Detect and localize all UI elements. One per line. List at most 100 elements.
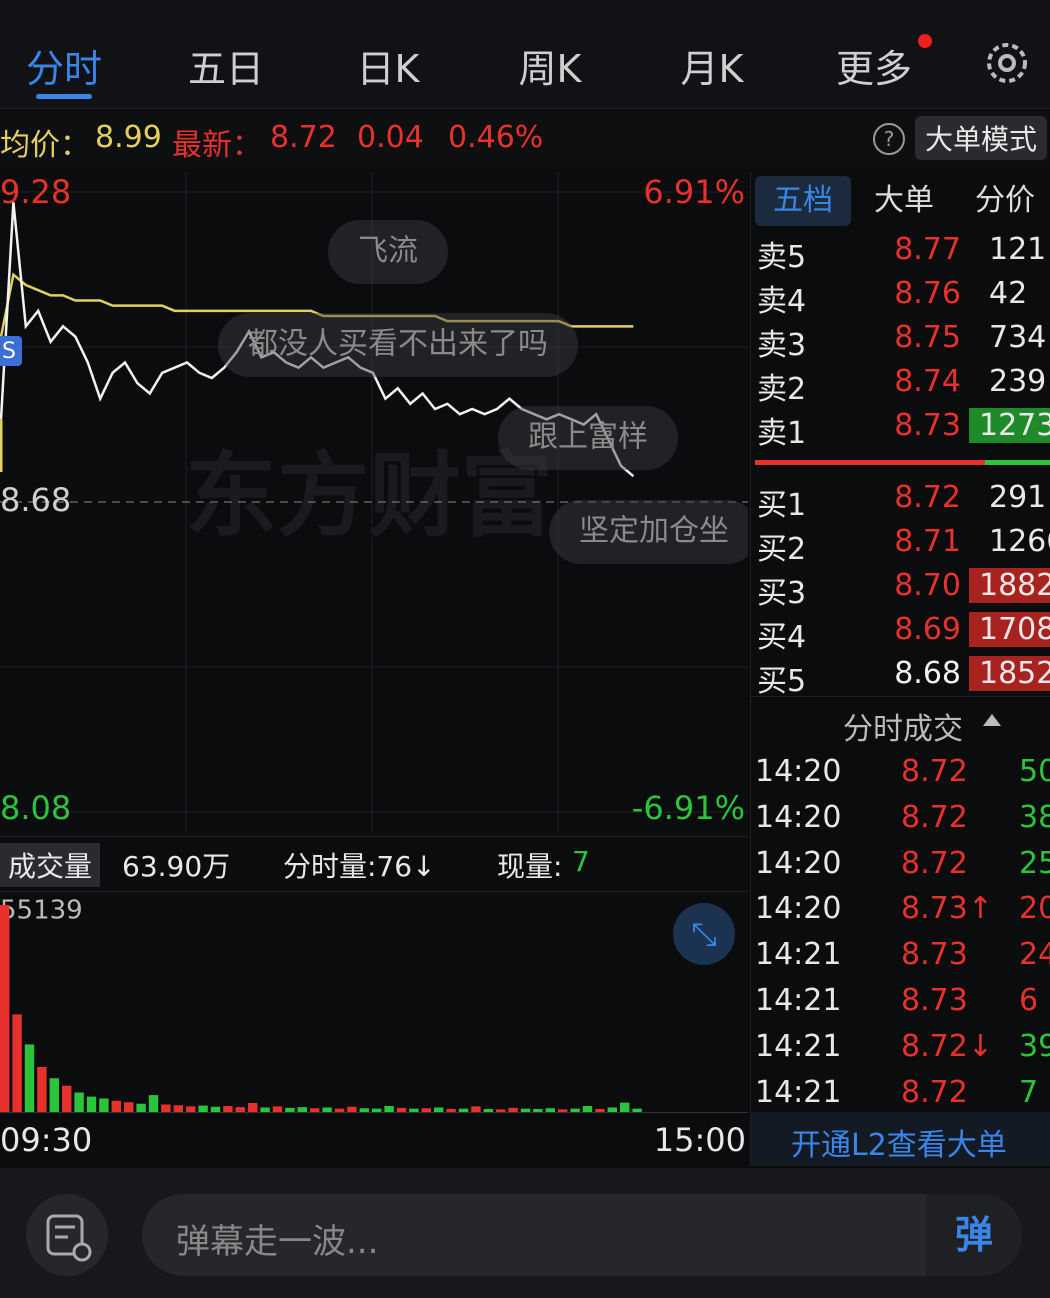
- change-pct: 0.46%: [448, 120, 544, 155]
- level-volume: 1882: [969, 568, 1050, 603]
- price-chart: 东方财富 9.28 8.68 8.08 6.91% -6.91% S 飞流都没人买看不出来了吗…: [0, 172, 748, 832]
- volume-bar: [483, 1108, 493, 1112]
- volume-bar: [458, 1108, 469, 1112]
- level-label: 买1: [757, 488, 807, 523]
- volume-bar: [421, 1108, 431, 1112]
- volume-bar: [508, 1107, 518, 1112]
- volume-bar: [161, 1104, 171, 1112]
- level-price: 8.68: [894, 656, 961, 691]
- volume-bar: [62, 1085, 72, 1112]
- level-label: 卖1: [757, 416, 807, 451]
- volume-bar: [545, 1108, 555, 1112]
- trade-time: 14:21: [755, 1074, 842, 1110]
- trades-toggle: [983, 714, 1001, 726]
- level-volume: 291: [989, 480, 1047, 515]
- help-icon[interactable]: ?: [873, 123, 905, 155]
- notice-dot: [918, 34, 932, 48]
- expand-circle: [673, 903, 735, 965]
- level-volume: 1708: [969, 612, 1050, 647]
- volume-tick-label: 55139: [0, 896, 83, 926]
- level-price: 8.75: [894, 320, 961, 355]
- volume-bar: [49, 1078, 59, 1112]
- change: 0.04: [357, 120, 424, 155]
- volume-bar: [359, 1108, 369, 1112]
- latest: 8.72: [270, 120, 337, 155]
- x-tick-label: 15:00: [653, 1121, 746, 1159]
- l2-link[interactable]: 开通L2查看大单: [791, 1128, 1007, 1163]
- volume-bar: [520, 1108, 531, 1112]
- menu-button[interactable]: [26, 1194, 108, 1276]
- volume-bar: [396, 1107, 407, 1112]
- watermark: 东方财富: [185, 442, 553, 549]
- book-tab[interactable]: 五档: [755, 176, 851, 226]
- book-tab[interactable]: 分价: [975, 183, 1035, 218]
- x-axis: 09:30 15:00: [0, 1112, 748, 1167]
- level-volume: 1266: [989, 524, 1050, 559]
- level-label: 卖2: [757, 372, 807, 407]
- volume-bar: [136, 1103, 146, 1112]
- expand-icon: ⤡: [691, 915, 717, 953]
- volume-label[interactable]: 成交量: [0, 843, 101, 887]
- volume-bar: [384, 1105, 394, 1112]
- avg-label: 均价：: [0, 128, 90, 163]
- volume-bar: [570, 1108, 580, 1112]
- level-price: 8.70: [894, 568, 961, 603]
- trade-volume: 20: [1019, 891, 1050, 927]
- volume-bar: [558, 1109, 568, 1112]
- avg: 8.99: [95, 120, 162, 155]
- tab[interactable]: 分时: [25, 47, 102, 91]
- trade-volume: 6: [1019, 983, 1039, 1018]
- volume-bar: [297, 1107, 307, 1112]
- danmaku-bubble: [498, 406, 678, 470]
- volume-bar: [409, 1108, 419, 1112]
- tab[interactable]: 更多: [835, 47, 912, 91]
- expand-button[interactable]: ⤡: [673, 903, 735, 965]
- book-tab[interactable]: 大单: [874, 183, 934, 218]
- tab[interactable]: 五日: [187, 47, 264, 91]
- trade-price: 8.72: [901, 1074, 968, 1110]
- volume-bar: [148, 1095, 159, 1112]
- tab-bar: 分时 五日 日K 周K 月K 更多: [0, 0, 1050, 109]
- tab[interactable]: 周K: [518, 47, 582, 91]
- trade-time: 14:20: [755, 754, 842, 789]
- trades-divider: [751, 696, 1050, 697]
- volume-bar: [272, 1106, 283, 1112]
- buy-marker-text: S: [2, 339, 16, 364]
- volume-chart: 55139 ⤡: [0, 896, 735, 1112]
- volume-bar: [446, 1108, 456, 1112]
- current-label: 现量:: [497, 850, 563, 883]
- trade-volume: 24: [1019, 937, 1050, 973]
- tab[interactable]: 月K: [680, 47, 744, 91]
- volume-bar: [582, 1105, 593, 1112]
- trade-volume: 258: [1019, 845, 1050, 881]
- volume-bar: [24, 1044, 35, 1112]
- volume-bar: [310, 1108, 320, 1112]
- price-line: [0, 202, 635, 478]
- trades-title[interactable]: 分时成交: [843, 712, 963, 747]
- danmaku-input[interactable]: 弹幕走一波... 弹: [142, 1194, 1022, 1276]
- level-volume: 239: [989, 364, 1047, 399]
- avg-line: [0, 272, 634, 337]
- volume-total: 63.90万: [122, 850, 231, 883]
- mode-button[interactable]: 大单模式: [915, 116, 1048, 160]
- volume-bar: [620, 1102, 630, 1112]
- level-price: 8.69: [894, 612, 961, 647]
- danmaku-bubble: [549, 500, 748, 564]
- order-book: 五档 大单 分价 卖5 8.77 121 卖4 8.76 42 卖3 8.75 734 卖2 8.74 23…: [750, 172, 1050, 1166]
- settings-icon[interactable]: [982, 38, 1032, 88]
- volume-bar: [223, 1105, 233, 1112]
- trade-price: 8.73: [901, 937, 968, 973]
- pct-label: -6.91%: [632, 789, 745, 827]
- volume-bar: [0, 905, 10, 1112]
- trade-time: 14:20: [755, 845, 842, 881]
- y-tick-label: 9.28: [0, 173, 71, 211]
- trade-time: 14:20: [755, 891, 842, 927]
- danmaku: 坚定加仓坐: [579, 514, 729, 549]
- tab[interactable]: 日K: [356, 47, 420, 91]
- trade-volume: 39: [1019, 1028, 1050, 1064]
- level-price: 8.71: [894, 524, 961, 559]
- spread-line: [755, 460, 985, 465]
- volume-bar: [99, 1098, 109, 1112]
- send-button[interactable]: 弹: [926, 1194, 1022, 1276]
- level-label: 买2: [757, 532, 807, 567]
